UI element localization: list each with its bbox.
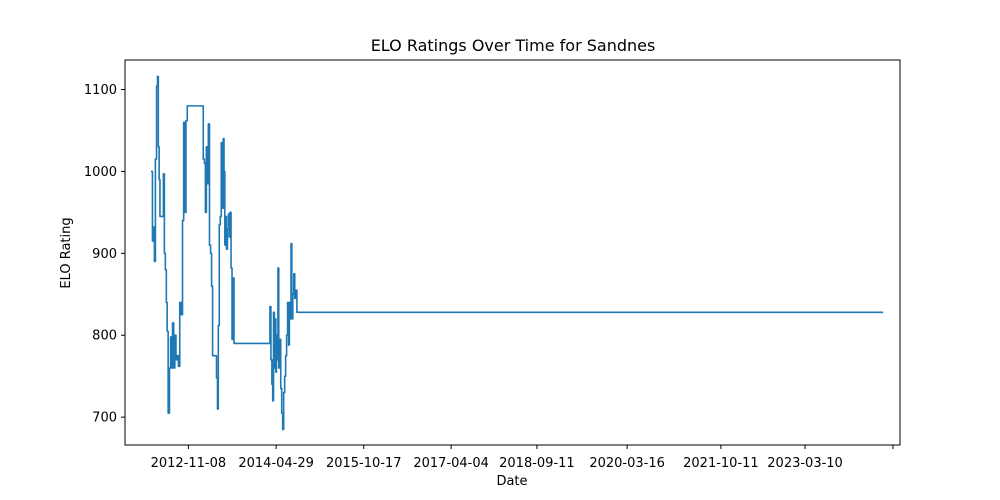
x-tick-label: 2015-10-17 — [326, 456, 402, 471]
y-tick-label: 1000 — [84, 165, 117, 180]
y-tick-label: 800 — [92, 329, 117, 344]
x-tick-label: 2023-03-10 — [767, 456, 843, 471]
y-tick-label: 1100 — [84, 83, 117, 98]
y-tick-label: 700 — [92, 411, 117, 426]
series-line-0 — [150, 75, 884, 431]
x-tick-label: 2021-10-11 — [683, 456, 759, 471]
plot-frame — [124, 59, 901, 446]
x-tick-label: 2017-04-04 — [413, 456, 489, 471]
x-tick-label: 2012-11-08 — [151, 456, 227, 471]
y-tick-label: 900 — [92, 247, 117, 262]
x-tick-label: 2014-04-29 — [238, 456, 314, 471]
plot-lines — [150, 75, 884, 431]
y-axis-label: ELO Rating — [59, 217, 74, 288]
y-axis-ticks: 700 800 900 1000 1100 — [84, 83, 125, 426]
x-axis-ticks: 2012-11-08 2014-04-29 2015-10-17 2017-04-04… — [151, 445, 894, 471]
chart-title: ELO Ratings Over Time for Sandnes — [371, 36, 656, 55]
x-tick-label: 2018-09-11 — [499, 456, 575, 471]
x-axis-label: Date — [496, 474, 527, 489]
x-tick-label: 2020-03-16 — [589, 456, 665, 471]
